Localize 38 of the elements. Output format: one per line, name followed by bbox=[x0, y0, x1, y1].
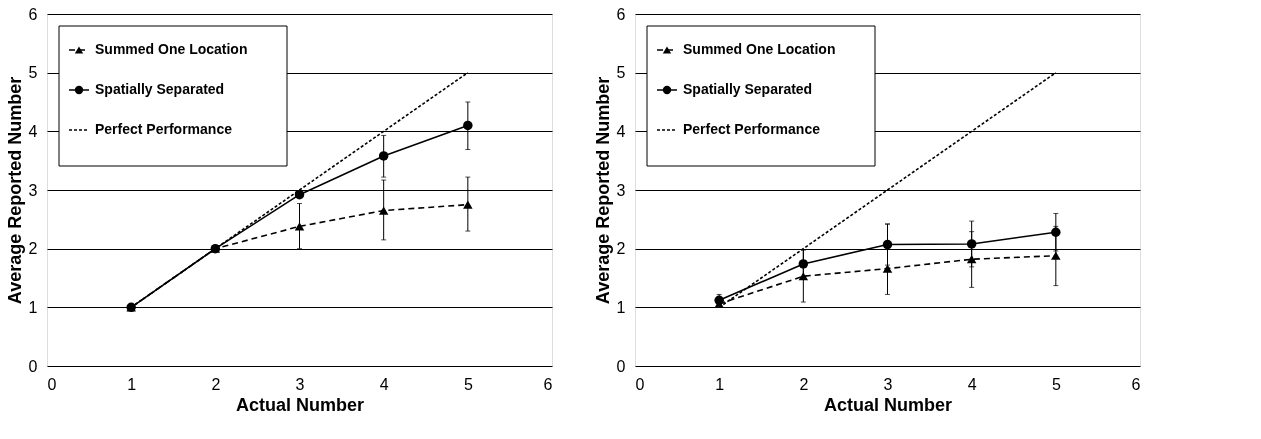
y-tick-label: 1 bbox=[28, 298, 38, 316]
y-tick-label: 4 bbox=[616, 122, 626, 140]
x-axis-title: Actual Number bbox=[235, 394, 365, 415]
y-tick-label: 3 bbox=[616, 181, 626, 199]
legend-label: Spatially Separated bbox=[95, 81, 225, 97]
y-tick-label: 2 bbox=[616, 240, 626, 258]
x-tick-label: 5 bbox=[1051, 375, 1061, 393]
legend-label: Perfect Performance bbox=[95, 121, 233, 137]
x-tick-label: 2 bbox=[211, 375, 221, 393]
y-tick-label: 4 bbox=[28, 122, 38, 140]
y-tick-label: 2 bbox=[28, 240, 38, 258]
x-tick-label: 0 bbox=[47, 375, 57, 393]
y-tick-label: 6 bbox=[28, 5, 38, 23]
legend-label: Spatially Separated bbox=[683, 81, 813, 97]
y-tick-label: 0 bbox=[28, 357, 38, 375]
x-tick-label: 3 bbox=[295, 375, 305, 393]
x-tick-label: 2 bbox=[799, 375, 809, 393]
legend-label: Perfect Performance bbox=[683, 121, 821, 137]
x-tick-label: 6 bbox=[543, 375, 553, 393]
x-tick-label: 0 bbox=[635, 375, 645, 393]
y-tick-label: 5 bbox=[616, 64, 626, 82]
y-tick-label: 6 bbox=[616, 5, 626, 23]
x-axis-title: Actual Number bbox=[823, 394, 953, 415]
y-tick-label: 1 bbox=[616, 298, 626, 316]
legend-label: Summed One Location bbox=[95, 41, 248, 57]
y-tick-label: 5 bbox=[28, 64, 38, 82]
legend-label: Summed One Location bbox=[683, 41, 836, 57]
x-tick-label: 3 bbox=[883, 375, 893, 393]
x-tick-label: 1 bbox=[127, 375, 137, 393]
x-tick-label: 6 bbox=[1131, 375, 1141, 393]
x-tick-label: 4 bbox=[379, 375, 389, 393]
x-tick-label: 4 bbox=[967, 375, 977, 393]
x-tick-label: 5 bbox=[463, 375, 473, 393]
y-axis-title: Average Reported Number bbox=[4, 76, 25, 305]
y-tick-label: 3 bbox=[28, 181, 38, 199]
y-axis-title: Average Reported Number bbox=[592, 76, 613, 305]
y-tick-label: 0 bbox=[616, 357, 626, 375]
x-tick-label: 1 bbox=[715, 375, 725, 393]
